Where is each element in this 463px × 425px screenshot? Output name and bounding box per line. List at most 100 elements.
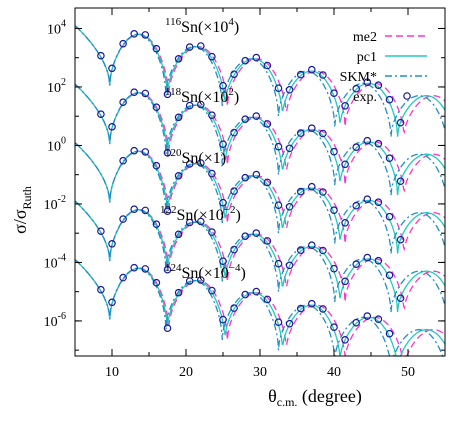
- exp-point-116: [97, 51, 105, 60]
- exp-point-124: [363, 312, 372, 320]
- legend: me2 pc1 SKM* exp.: [340, 30, 427, 105]
- exp-point-118: [341, 160, 349, 169]
- exp-point-124: [252, 287, 261, 296]
- exp-point-122: [263, 237, 272, 245]
- exp-point-120: [152, 161, 161, 170]
- exp-point-120: [385, 212, 394, 221]
- exp-point-122: [97, 227, 105, 236]
- x-tick-label: 50: [401, 365, 415, 380]
- exp-point-124: [352, 318, 361, 327]
- exp-point-118: [263, 120, 272, 128]
- exp-point-116: [108, 64, 116, 73]
- exp-point-116: [263, 61, 272, 70]
- exp-point-124: [263, 295, 272, 304]
- legend-label: exp.: [353, 90, 377, 105]
- exp-point-120: [174, 172, 183, 180]
- exp-point-116: [130, 29, 139, 38]
- exp-point-122: [230, 245, 238, 254]
- legend-label: SKM*: [340, 70, 377, 85]
- curve-skmstar-116: [74, 25, 446, 137]
- exp-point-118: [396, 177, 405, 186]
- nucleus-label-116: 116Sn(×104): [165, 16, 239, 36]
- exp-point-120: [141, 148, 150, 156]
- exp-point-120: [197, 159, 205, 167]
- exp-point-118: [319, 129, 327, 138]
- exp-point-118: [296, 129, 305, 137]
- exp-point-116: [208, 52, 216, 61]
- exp-point-118: [97, 110, 105, 119]
- exp-point-122: [285, 261, 294, 270]
- exp-point-124: [163, 324, 172, 333]
- exp-point-124: [97, 285, 105, 294]
- nucleus-labels: 116Sn(×104) 118Sn(×102) 120Sn(×1) 122Sn(×10…: [160, 16, 246, 282]
- x-axis-ticks: 10 20 30 40 50: [74, 8, 446, 380]
- exp-point-118: [252, 112, 261, 120]
- experimental-points: [97, 29, 405, 344]
- exp-point-118: [374, 139, 383, 148]
- nucleus-label-122: 122Sn(×10−2): [160, 204, 241, 224]
- y-axis-ticks: 104 102 100 10-2 10-4 10-6: [44, 18, 445, 351]
- exp-point-124: [374, 315, 383, 324]
- exp-point-116: [119, 39, 127, 48]
- exp-point-122: [330, 264, 338, 273]
- y-axis-label: σ/σRuth: [10, 186, 34, 234]
- y-tick-label: 10-6: [44, 311, 66, 330]
- exp-point-118: [385, 154, 394, 163]
- curve-skmstar-124: [74, 259, 445, 357]
- exp-point-116: [252, 53, 261, 62]
- exp-point-116: [141, 31, 150, 39]
- exp-point-118: [185, 101, 194, 110]
- exp-point-118: [330, 147, 338, 156]
- y-tick-label: 104: [47, 18, 66, 37]
- exp-point-124: [197, 276, 205, 284]
- exp-point-116: [319, 71, 327, 79]
- exp-point-120: [396, 235, 405, 244]
- exp-point-122: [252, 229, 261, 237]
- exp-point-122: [274, 259, 283, 268]
- exp-point-124: [296, 304, 305, 313]
- exp-point-124: [330, 323, 338, 332]
- exp-point-122: [141, 206, 150, 215]
- nucleus-label-124: 124Sn(×10−4): [165, 262, 246, 282]
- exp-point-120: [252, 170, 261, 179]
- exp-point-120: [341, 219, 349, 227]
- exp-point-124: [141, 265, 150, 273]
- exp-point-122: [219, 257, 227, 266]
- exp-point-122: [307, 241, 316, 250]
- exp-point-118: [307, 124, 316, 133]
- exp-point-118: [108, 123, 116, 131]
- exp-point-118: [241, 115, 250, 124]
- exp-point-120: [330, 206, 338, 215]
- exp-point-118: [119, 98, 127, 107]
- theory-curves: [74, 25, 446, 357]
- legend-label: me2: [353, 30, 377, 45]
- exp-point-118: [230, 128, 238, 137]
- exp-point-124: [230, 304, 238, 312]
- exp-point-116: [385, 95, 394, 104]
- exp-point-124: [219, 315, 227, 324]
- nucleus-label-120: 120Sn(×1): [165, 147, 226, 167]
- exp-point-120: [363, 195, 372, 204]
- exp-point-124: [174, 288, 183, 297]
- exp-point-116: [296, 70, 305, 79]
- y-tick-label: 10-2: [44, 194, 66, 213]
- exp-point-124: [208, 286, 216, 295]
- exp-point-122: [185, 218, 194, 227]
- exp-point-118: [208, 111, 216, 120]
- curve-me2-116: [74, 25, 446, 135]
- exp-point-122: [208, 228, 216, 236]
- exp-point-116: [363, 78, 372, 87]
- exp-point-120: [219, 198, 227, 207]
- curve-me2-122: [74, 200, 446, 310]
- exp-point-122: [241, 232, 250, 241]
- exp-point-120: [163, 207, 172, 216]
- exp-point-122: [341, 277, 349, 286]
- exp-point-118: [285, 144, 294, 153]
- curve-pc1-116: [74, 25, 446, 137]
- exp-point-118: [197, 100, 205, 109]
- x-tick-label: 20: [179, 365, 193, 380]
- exp-point-122: [174, 230, 183, 239]
- exp-point-118: [363, 136, 372, 145]
- exp-point-116: [185, 43, 194, 51]
- exp-point-122: [296, 246, 305, 254]
